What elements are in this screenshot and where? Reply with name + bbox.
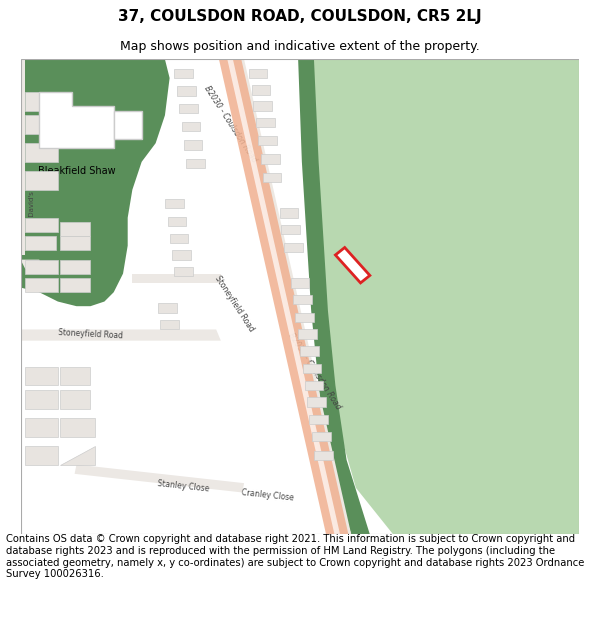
Polygon shape: [25, 367, 58, 386]
Polygon shape: [280, 208, 298, 217]
Polygon shape: [187, 159, 205, 168]
Polygon shape: [25, 171, 58, 190]
Polygon shape: [60, 259, 91, 274]
Polygon shape: [172, 250, 191, 259]
Polygon shape: [219, 59, 349, 534]
Polygon shape: [182, 122, 200, 131]
Polygon shape: [25, 143, 58, 162]
Text: Bleakfield Shaw: Bleakfield Shaw: [38, 166, 115, 176]
Polygon shape: [314, 451, 332, 460]
Polygon shape: [312, 432, 331, 441]
Text: Stanley Close: Stanley Close: [157, 479, 210, 493]
Text: B2030 - Coulsdon Road: B2030 - Coulsdon Road: [286, 331, 342, 411]
Polygon shape: [263, 173, 281, 182]
Text: Contains OS data © Crown copyright and database right 2021. This information is : Contains OS data © Crown copyright and d…: [6, 534, 584, 579]
Polygon shape: [20, 259, 44, 269]
Text: Map shows position and indicative extent of the property.: Map shows position and indicative extent…: [120, 40, 480, 52]
Polygon shape: [290, 278, 310, 288]
Polygon shape: [168, 217, 187, 226]
Polygon shape: [293, 295, 312, 304]
Polygon shape: [298, 329, 317, 339]
Polygon shape: [25, 278, 58, 292]
Polygon shape: [295, 312, 314, 322]
Polygon shape: [25, 390, 58, 409]
Polygon shape: [284, 243, 303, 252]
Text: Stoneyfield Road: Stoneyfield Road: [58, 328, 123, 341]
Polygon shape: [165, 199, 184, 208]
Text: Cranley Close: Cranley Close: [241, 488, 294, 502]
Polygon shape: [310, 415, 328, 424]
Polygon shape: [281, 225, 300, 234]
Polygon shape: [295, 59, 370, 534]
Polygon shape: [158, 303, 177, 312]
Polygon shape: [60, 390, 91, 409]
Polygon shape: [300, 346, 319, 356]
Polygon shape: [60, 367, 91, 386]
Polygon shape: [25, 446, 58, 464]
Polygon shape: [179, 104, 197, 113]
Polygon shape: [170, 234, 188, 243]
Polygon shape: [335, 248, 370, 283]
Polygon shape: [177, 86, 196, 96]
Polygon shape: [20, 329, 221, 341]
Polygon shape: [25, 115, 58, 134]
Polygon shape: [60, 278, 91, 292]
Polygon shape: [60, 446, 95, 464]
Polygon shape: [25, 236, 56, 250]
Polygon shape: [261, 154, 280, 164]
Polygon shape: [305, 381, 323, 390]
Polygon shape: [25, 418, 58, 437]
Polygon shape: [227, 59, 340, 534]
Text: St David's: St David's: [29, 191, 35, 226]
Text: 37, COULSDON ROAD, COULSDON, CR5 2LJ: 37, COULSDON ROAD, COULSDON, CR5 2LJ: [118, 9, 482, 24]
Polygon shape: [39, 92, 114, 148]
Polygon shape: [303, 364, 322, 373]
Polygon shape: [20, 59, 170, 306]
Polygon shape: [307, 398, 326, 407]
Polygon shape: [60, 418, 95, 437]
Polygon shape: [253, 101, 272, 111]
Polygon shape: [60, 222, 91, 236]
Polygon shape: [25, 217, 58, 232]
Polygon shape: [160, 320, 179, 329]
Polygon shape: [258, 136, 277, 145]
Polygon shape: [114, 111, 142, 139]
Polygon shape: [251, 86, 270, 95]
Text: Stoneyfield Road: Stoneyfield Road: [214, 274, 256, 333]
Polygon shape: [25, 259, 58, 274]
Text: B2030 - Coulsdon Road: B2030 - Coulsdon Road: [202, 84, 258, 164]
Polygon shape: [133, 274, 221, 283]
Polygon shape: [214, 59, 351, 534]
Polygon shape: [174, 69, 193, 78]
Polygon shape: [20, 59, 25, 255]
Polygon shape: [249, 69, 268, 78]
Polygon shape: [174, 267, 193, 276]
Polygon shape: [256, 118, 275, 127]
Polygon shape: [25, 92, 62, 111]
Polygon shape: [60, 236, 91, 250]
Polygon shape: [74, 464, 244, 492]
Polygon shape: [184, 141, 202, 150]
Polygon shape: [310, 59, 580, 534]
Polygon shape: [20, 59, 580, 534]
